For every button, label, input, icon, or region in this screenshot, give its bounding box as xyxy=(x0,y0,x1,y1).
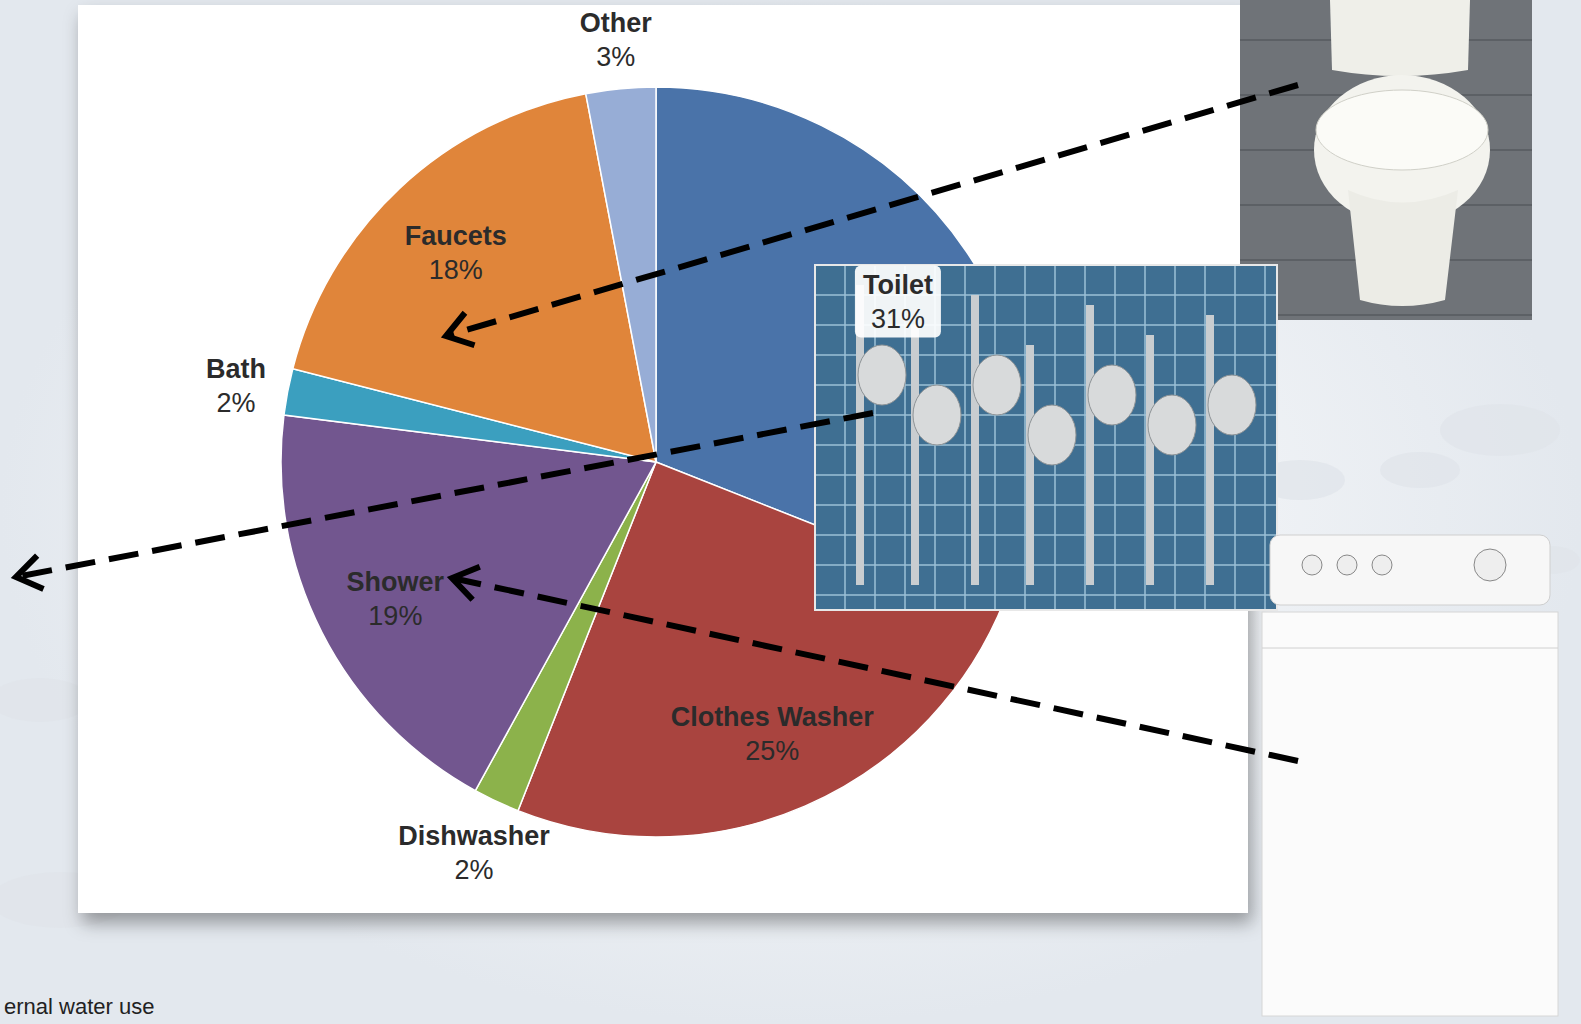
drop xyxy=(1440,404,1560,456)
drop xyxy=(0,678,90,722)
washer-dial xyxy=(1372,555,1392,575)
slice-value: 19% xyxy=(368,601,422,631)
shower-head xyxy=(858,345,906,405)
background xyxy=(0,0,1581,1024)
photo-edge xyxy=(815,265,1277,610)
shower-rail xyxy=(1026,345,1034,585)
tile-line xyxy=(1084,265,1086,610)
shower-rail xyxy=(1146,335,1154,585)
tile-line xyxy=(815,594,1277,596)
slice-name: Bath xyxy=(206,354,266,384)
shower-rail xyxy=(911,325,919,585)
slice-name: Dishwasher xyxy=(398,821,550,851)
label-patch xyxy=(855,266,941,338)
tile-line xyxy=(844,265,846,610)
pie-slice xyxy=(281,415,656,791)
tile-line xyxy=(1264,265,1266,610)
arrow-head xyxy=(452,567,480,600)
data-labels: Clothes Washer 25% Dishwasher 2% Shower 19% Ba… xyxy=(206,8,874,884)
tile-line xyxy=(964,265,966,610)
toilet-photo xyxy=(1240,0,1532,320)
slice-value: 31% xyxy=(871,304,925,334)
arrow-line xyxy=(452,578,1298,761)
shower-head xyxy=(1208,375,1256,435)
label-on-photo: Toilet 31% xyxy=(855,266,941,338)
shower-rail xyxy=(1206,315,1214,585)
toilet-tank xyxy=(1330,0,1470,76)
washer-panel xyxy=(1270,535,1550,605)
toilet-seat xyxy=(1316,90,1488,170)
photo-bg xyxy=(1240,0,1532,320)
washer-body xyxy=(1262,612,1558,1016)
slice-name: Shower xyxy=(347,567,445,597)
slice-value: 2% xyxy=(454,855,493,885)
tile-line xyxy=(1024,265,1026,610)
slice-value: 3% xyxy=(596,42,635,72)
drop xyxy=(1380,452,1460,488)
tile-line xyxy=(1114,265,1116,610)
washer-lid xyxy=(1262,648,1558,649)
tile-line xyxy=(1234,265,1236,610)
photo-bg xyxy=(815,265,1277,610)
slice-name: Clothes Washer xyxy=(671,702,875,732)
tile-line xyxy=(1144,265,1146,610)
arrow-line xyxy=(446,85,1298,336)
caption: ernal water use xyxy=(4,994,154,1019)
slice-value: 25% xyxy=(745,736,799,766)
arrows xyxy=(16,85,1298,761)
tile-line xyxy=(1240,314,1532,316)
toilet-base xyxy=(1348,190,1458,306)
slice-name: Toilet xyxy=(863,270,933,300)
tile-line xyxy=(994,265,996,610)
shower-head xyxy=(1028,405,1076,465)
arrow-head xyxy=(16,556,44,589)
shower-rail xyxy=(971,295,979,585)
tile-line xyxy=(1204,265,1206,610)
slice-value: 2% xyxy=(217,388,256,418)
arrow-head xyxy=(446,313,475,345)
washer-dial xyxy=(1337,555,1357,575)
shower-head xyxy=(913,385,961,445)
slice-value: 18% xyxy=(429,255,483,285)
shower-photo xyxy=(815,265,1277,610)
shower-rail xyxy=(1086,305,1094,585)
washer-dial xyxy=(1302,555,1322,575)
shower-head xyxy=(973,355,1021,415)
washer-photo xyxy=(1262,535,1558,1016)
arrow-line xyxy=(16,413,873,577)
slice-name: Faucets xyxy=(405,221,507,251)
washer-dial xyxy=(1474,549,1506,581)
canvas: Clothes Washer 25% Dishwasher 2% Shower 19% Ba… xyxy=(0,0,1581,1024)
shower-head xyxy=(1148,395,1196,455)
shower-head xyxy=(1088,365,1136,425)
slice-name: Other xyxy=(580,8,653,38)
